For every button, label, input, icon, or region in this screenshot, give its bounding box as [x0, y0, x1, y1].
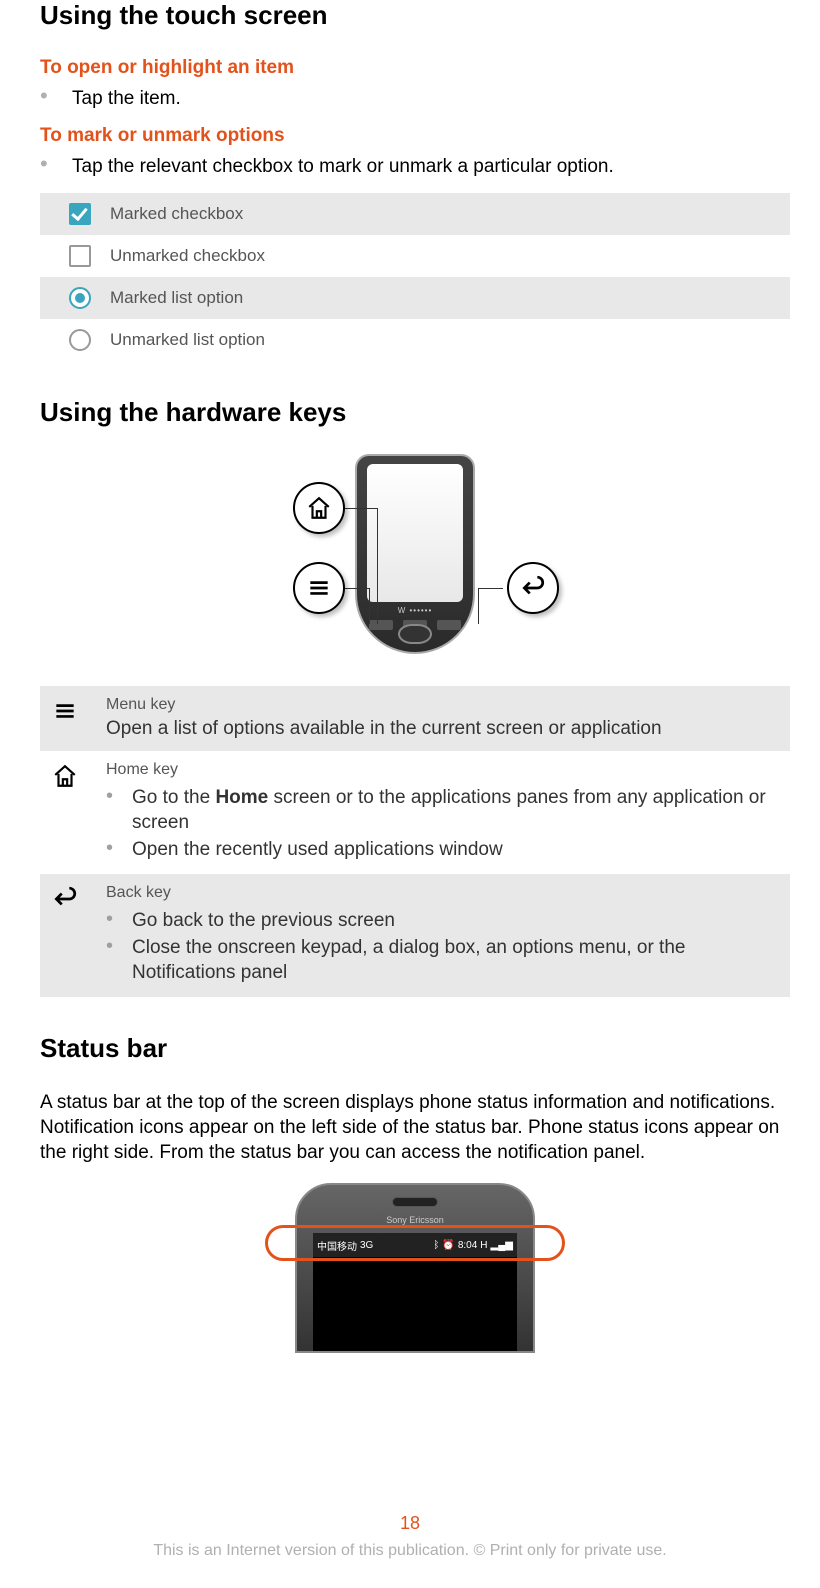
hardware-keys-table: Menu key Open a list of options availabl…	[40, 686, 790, 997]
home-key-bubble	[293, 482, 345, 534]
section-title-touch: Using the touch screen	[40, 0, 790, 31]
hw-bullet: • Go to the Home screen or to the applic…	[106, 785, 778, 835]
hw-bullet-pre: Go to the	[132, 787, 215, 808]
bullet-mark-item: • Tap the relevant checkbox to mark or u…	[40, 155, 790, 179]
back-key-bubble	[507, 562, 559, 614]
option-row: Unmarked list option	[40, 319, 790, 361]
hw-bullet: • Go back to the previous screen	[106, 908, 778, 933]
status-bar-paragraph: A status bar at the top of the screen di…	[40, 1090, 790, 1165]
menu-icon	[306, 575, 332, 601]
bullet-open-item: • Tap the item.	[40, 87, 790, 111]
back-icon	[52, 886, 78, 912]
footnote: This is an Internet version of this publ…	[0, 1542, 820, 1560]
bullet-text: Tap the item.	[72, 87, 181, 111]
hw-bullet-pre: Close the onscreen keypad, a dialog box,…	[132, 935, 778, 985]
subheading-open: To open or highlight an item	[40, 57, 790, 79]
bullet-dot: •	[40, 87, 72, 105]
phone-top-illustration: Sony Ericsson 中国移动 3G ᛒ ⏰ 8:04 H ▂▄▆	[295, 1183, 535, 1353]
radio-checked-icon	[50, 287, 110, 309]
status-bar-diagram: Sony Ericsson 中国移动 3G ᛒ ⏰ 8:04 H ▂▄▆	[40, 1183, 790, 1353]
status-bar-highlight	[265, 1225, 565, 1261]
home-icon	[306, 495, 332, 521]
section-title-status: Status bar	[40, 1033, 790, 1064]
bullet-text: Tap the relevant checkbox to mark or unm…	[72, 155, 614, 179]
hw-key-title: Home key	[106, 761, 778, 779]
option-row: Marked list option	[40, 277, 790, 319]
phone-illustration: W ••••••	[355, 454, 475, 654]
menu-icon	[52, 698, 78, 724]
option-row: Marked checkbox	[40, 193, 790, 235]
hw-bullet: • Close the onscreen keypad, a dialog bo…	[106, 935, 778, 985]
option-label: Marked checkbox	[110, 204, 243, 224]
section-title-hw: Using the hardware keys	[40, 397, 790, 428]
hardware-keys-diagram: W ••••••	[40, 454, 790, 664]
option-label: Unmarked checkbox	[110, 246, 265, 266]
options-table: Marked checkbox Unmarked checkbox Marked…	[40, 193, 790, 361]
option-label: Marked list option	[110, 288, 243, 308]
page-number: 18	[0, 1513, 820, 1534]
hw-key-desc: Open a list of options available in the …	[106, 716, 778, 741]
hw-bullet-strong: Home	[215, 787, 268, 808]
radio-unchecked-icon	[50, 329, 110, 351]
checkbox-unchecked-icon	[50, 245, 110, 267]
hw-bullet: • Open the recently used applications wi…	[106, 837, 778, 862]
hw-row-menu: Menu key Open a list of options availabl…	[40, 686, 790, 751]
hw-key-title: Menu key	[106, 696, 778, 714]
subheading-mark: To mark or unmark options	[40, 125, 790, 147]
menu-key-bubble	[293, 562, 345, 614]
checkbox-checked-icon	[50, 203, 110, 225]
option-label: Unmarked list option	[110, 330, 265, 350]
hw-key-title: Back key	[106, 884, 778, 902]
hw-row-home: Home key • Go to the Home screen or to t…	[40, 751, 790, 874]
bullet-dot: •	[40, 155, 72, 173]
back-icon	[520, 575, 546, 601]
hw-bullet-pre: Open the recently used applications wind…	[132, 837, 503, 862]
option-row: Unmarked checkbox	[40, 235, 790, 277]
hw-bullet-pre: Go back to the previous screen	[132, 908, 395, 933]
hw-row-back: Back key • Go back to the previous scree…	[40, 874, 790, 997]
home-icon	[52, 763, 78, 789]
